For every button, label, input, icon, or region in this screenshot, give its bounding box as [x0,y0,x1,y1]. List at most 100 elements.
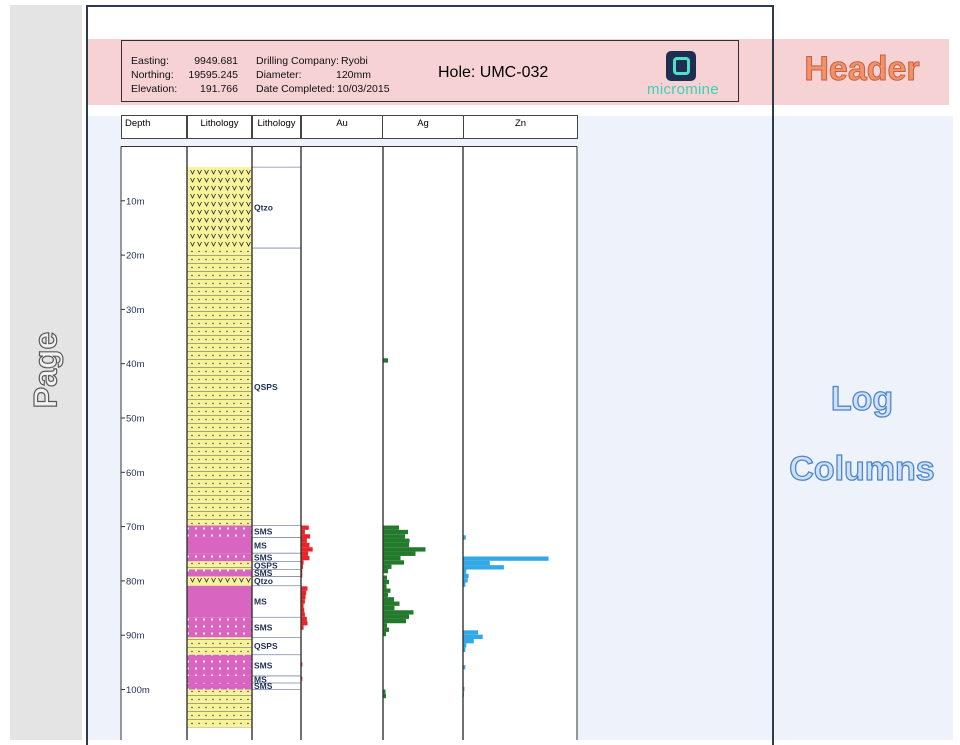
au-assay-bar [301,621,308,626]
zn-assay-bar [463,556,549,561]
column-header-depth: Depth [121,115,187,139]
lithology-code-label: SMS [254,568,273,578]
date-label: Date Completed: [256,83,335,95]
au-assay-bar [301,551,309,556]
header-region [87,39,949,105]
page-frame [86,5,774,745]
lithology-interval [187,561,252,570]
au-assay-bar [301,555,310,561]
company-label: Drilling Company: [256,55,339,67]
ag-assay-bar [383,614,409,619]
depth-tick-label: 80m [126,576,145,587]
northing-value: 19595.245 [188,69,238,81]
ag-assay-bar [383,547,426,552]
ag-assay-bar [383,579,389,585]
lithology-interval [187,675,252,683]
log-column-bg [383,146,463,740]
zn-assay-bar [463,634,483,640]
depth-tick-label: 30m [126,305,145,316]
lithology-interval [187,553,252,562]
au-assay-bar [301,599,305,604]
log-column-bg [463,146,577,740]
ag-assay-bar [383,693,386,699]
ag-assay-bar [383,623,387,628]
depth-tick-label: 10m [126,196,145,207]
au-assay-bar [301,590,307,596]
coord-labels: Easting: Northing: Elevation: [131,54,177,96]
diameter-value: 120mm [336,69,372,81]
ag-assay-bar [383,689,386,694]
ag-assay-bar [383,584,387,589]
lithology-code-label: SMS [254,622,273,632]
lithology-interval [187,576,252,586]
lithology-code-label: Qtzo [254,203,273,213]
ag-assay-bar [383,605,395,611]
depth-tick-label: 20m [126,251,145,262]
logo-text: micromine [647,81,719,98]
ag-assay-bar [383,560,404,565]
depth-tick-label: 50m [126,414,145,425]
lithology-interval [187,689,252,728]
ag-assay-bar [383,534,405,539]
column-header-zn: Zn [463,115,578,139]
page-region [10,5,82,740]
depth-tick-label: 90m [126,631,145,642]
au-assay-bar [301,603,304,609]
ag-assay-bar [383,627,389,632]
log-annotation-line1: Log [830,379,894,418]
lithology-interval [187,167,252,249]
easting-label: Easting: [131,55,169,67]
ag-assay-bar [383,631,386,637]
zn-assay-bar [463,565,504,570]
lithology-code-label: MS [254,540,267,550]
zn-assay-bar [463,643,467,648]
ag-assay-bar [383,529,408,535]
zn-assay-bar [463,630,479,635]
lithology-code-label: SMS [254,526,273,536]
lithology-interval [187,248,252,526]
lithology-interval [187,654,252,676]
au-assay-bar [301,560,304,565]
zn-assay-bar [463,535,466,540]
log-annotation-line2: Columns [789,449,936,488]
zn-assay-bar [463,665,466,670]
lithology-code-label: SMS [254,681,273,691]
ag-assay-bar [383,588,391,593]
hole-title: Hole: UMC-032 [438,64,549,81]
lithology-code-label: SMS [254,660,273,670]
au-assay-bar [301,616,307,622]
log-column-bg [121,146,187,740]
ag-assay-bar [383,542,409,548]
au-assay-bar [301,538,307,543]
zn-assay-bar [463,639,474,644]
zn-assay-bar [463,569,467,574]
au-assay-bar [301,564,303,569]
lithology-interval [187,617,252,638]
lithology-code-label: MS [254,674,267,684]
ag-assay-bar [383,601,400,606]
elevation-value: 191.766 [200,83,238,95]
ag-assay-bar [383,610,414,615]
au-assay-bar [301,612,305,617]
ag-assay-bar [383,525,399,530]
ag-assay-bar [383,592,388,598]
zn-assay-bar [463,647,466,653]
lithology-interval [187,537,252,554]
lithology-interval [187,569,252,577]
company-value: Ryobi [341,55,368,67]
log-column-bg [301,146,383,740]
ag-assay-bar [383,551,416,556]
zn-assay-bar [463,582,466,587]
depth-tick-label: 100m [126,685,150,696]
au-assay-bar [301,525,309,530]
lithology-interval [187,585,252,618]
logo-mark [673,57,690,75]
ag-assay-bar [383,597,394,602]
lithology-code-label: QSPS [254,560,278,570]
lithology-interval [187,637,252,655]
lithology-interval [187,682,252,690]
log-header [121,40,739,102]
ag-assay-bar [383,568,388,574]
au-assay-bar [301,595,306,600]
